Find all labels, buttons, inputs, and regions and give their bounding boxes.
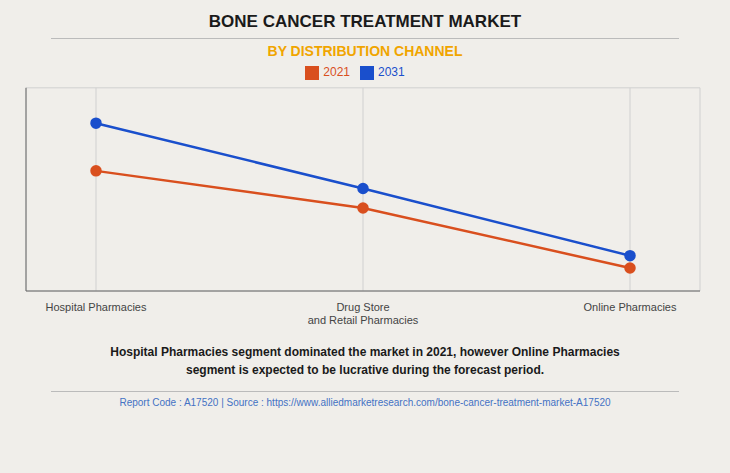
html-text:BONE CANCER TREATMENT MARKET: BONE CANCER TREATMENT MARKET: [208, 12, 522, 31]
html-text:BY DISTRIBUTION CHANNEL: BY DISTRIBUTION CHANNEL: [267, 43, 463, 59]
svg-text:Online Pharmacies: Online Pharmacies: [584, 301, 677, 313]
svg-text:Hospital Pharmacies: Hospital Pharmacies: [46, 301, 147, 313]
html-text:2021: 2021: [323, 65, 350, 79]
html-text:Report Code : A17520 | Source: Report Code : A17520 | Source : https://…: [119, 397, 611, 408]
html-text:2031: 2031: [378, 65, 405, 79]
svg-text:Drug Storeand Retail Pharmacie: Drug Storeand Retail Pharmacies: [308, 301, 419, 326]
html-text:Hospital Pharmacies segment do: Hospital Pharmacies segment dominated th…: [110, 345, 620, 377]
